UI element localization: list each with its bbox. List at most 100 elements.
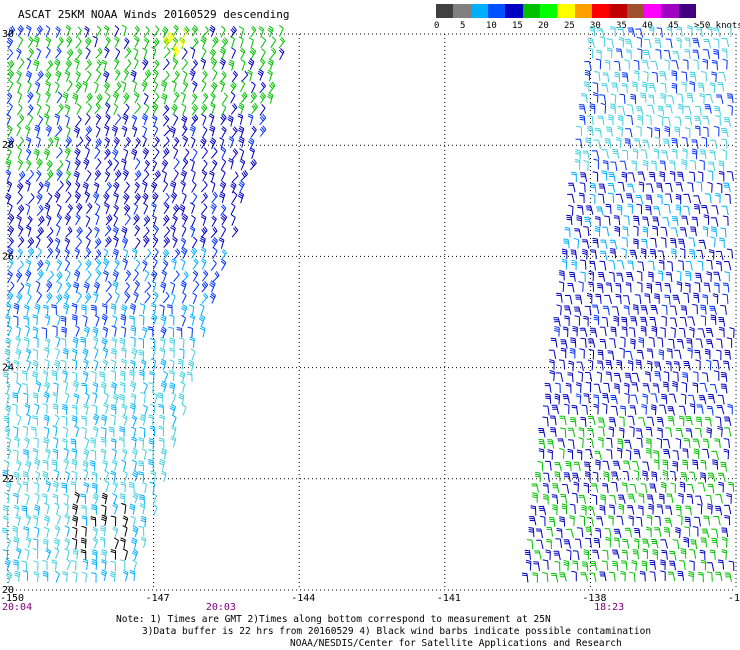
wind-barb — [191, 37, 199, 49]
wind-barb — [641, 81, 648, 93]
wind-barb — [602, 483, 609, 494]
wind-barb — [122, 169, 129, 181]
wind-barb — [32, 538, 39, 549]
wind-barb — [663, 381, 669, 392]
wind-barb — [551, 404, 559, 415]
wind-barb — [581, 239, 590, 249]
wind-barb — [724, 193, 731, 204]
wind-barb — [684, 516, 691, 527]
wind-barb — [668, 338, 675, 349]
wind-barb — [160, 470, 167, 483]
wind-barb — [61, 438, 68, 450]
wind-barb — [611, 549, 620, 559]
wind-barb — [681, 159, 687, 170]
wind-barb — [525, 559, 532, 571]
wind-barb — [657, 270, 664, 282]
wind-barb — [553, 550, 561, 561]
wind-barb — [22, 471, 29, 482]
wind-barb — [181, 291, 187, 304]
wind-barb — [181, 115, 188, 127]
wind-barb — [682, 459, 689, 470]
wind-barb — [110, 381, 117, 394]
wind-barb — [249, 158, 257, 171]
wind-barb — [688, 237, 696, 248]
wind-barb — [644, 293, 651, 304]
wind-barb — [32, 359, 39, 372]
wind-barb — [100, 525, 106, 537]
wind-barb — [650, 538, 659, 549]
legend-tick-label: 20 — [538, 21, 549, 31]
wind-barb — [630, 394, 639, 404]
wind-barb — [613, 537, 620, 548]
wind-barb — [44, 202, 51, 215]
wind-barb — [173, 41, 179, 53]
legend-tick-label: 30 — [590, 21, 601, 31]
wind-barb — [645, 194, 653, 205]
wind-barb — [230, 214, 236, 226]
wind-barb — [678, 415, 685, 427]
wind-barb — [158, 458, 165, 471]
wind-barb — [705, 339, 714, 349]
wind-barb — [73, 170, 80, 183]
wind-barb — [613, 315, 619, 327]
wind-barb — [723, 504, 732, 515]
wind-barb — [104, 480, 110, 492]
wind-barb — [70, 481, 77, 492]
wind-barb — [677, 171, 684, 182]
wind-barb — [711, 60, 718, 71]
wind-barb — [24, 269, 32, 282]
wind-barb — [712, 459, 718, 470]
wind-barb — [575, 138, 583, 149]
wind-barb — [621, 237, 628, 248]
wind-barb — [138, 337, 144, 349]
x-tick-label: -150 — [0, 593, 24, 604]
wind-barb — [63, 448, 69, 460]
wind-barb — [575, 294, 583, 305]
wind-barb — [220, 248, 227, 261]
wind-barb — [615, 193, 624, 204]
wind-barb — [649, 571, 656, 582]
wind-barb — [12, 392, 18, 403]
wind-barb — [542, 405, 550, 416]
wind-barb — [728, 560, 735, 572]
wind-barb — [660, 481, 667, 493]
wind-barb — [152, 392, 158, 404]
wind-barb — [76, 291, 82, 304]
wind-barb — [624, 38, 633, 49]
wind-barb — [103, 81, 110, 94]
wind-barb — [641, 560, 648, 572]
wind-barb — [121, 125, 128, 138]
wind-barb — [153, 92, 160, 105]
wind-barb — [532, 572, 538, 583]
wind-barb — [665, 193, 673, 203]
wind-barb — [53, 58, 61, 71]
wind-barb — [220, 225, 227, 238]
wind-barb — [102, 258, 110, 270]
wind-barb — [124, 213, 131, 226]
wind-barb — [622, 226, 629, 237]
wind-barb — [33, 560, 39, 572]
wind-barb — [62, 91, 69, 104]
wind-barb — [65, 159, 71, 172]
wind-barb — [147, 326, 154, 337]
wind-barb — [250, 25, 257, 38]
wind-barb — [92, 381, 99, 394]
wind-barb — [181, 225, 187, 237]
wind-barb — [153, 69, 159, 82]
wind-barb — [660, 237, 667, 248]
wind-barb — [160, 448, 167, 460]
wind-barb — [646, 447, 652, 459]
wind-barb — [57, 36, 64, 48]
wind-barb — [32, 415, 38, 426]
wind-barb — [576, 449, 583, 461]
wind-barb — [52, 448, 59, 460]
wind-barb — [210, 102, 216, 114]
wind-barb — [637, 417, 646, 427]
wind-barb — [626, 104, 634, 114]
color-legend: 0 5 10 15 20 25 30 35 40 45 >50 knots — [434, 4, 740, 34]
wind-barb — [671, 82, 678, 94]
wind-barb — [681, 81, 687, 93]
wind-barb — [724, 271, 730, 282]
wind-barb — [190, 169, 196, 182]
wind-barb — [110, 438, 117, 450]
